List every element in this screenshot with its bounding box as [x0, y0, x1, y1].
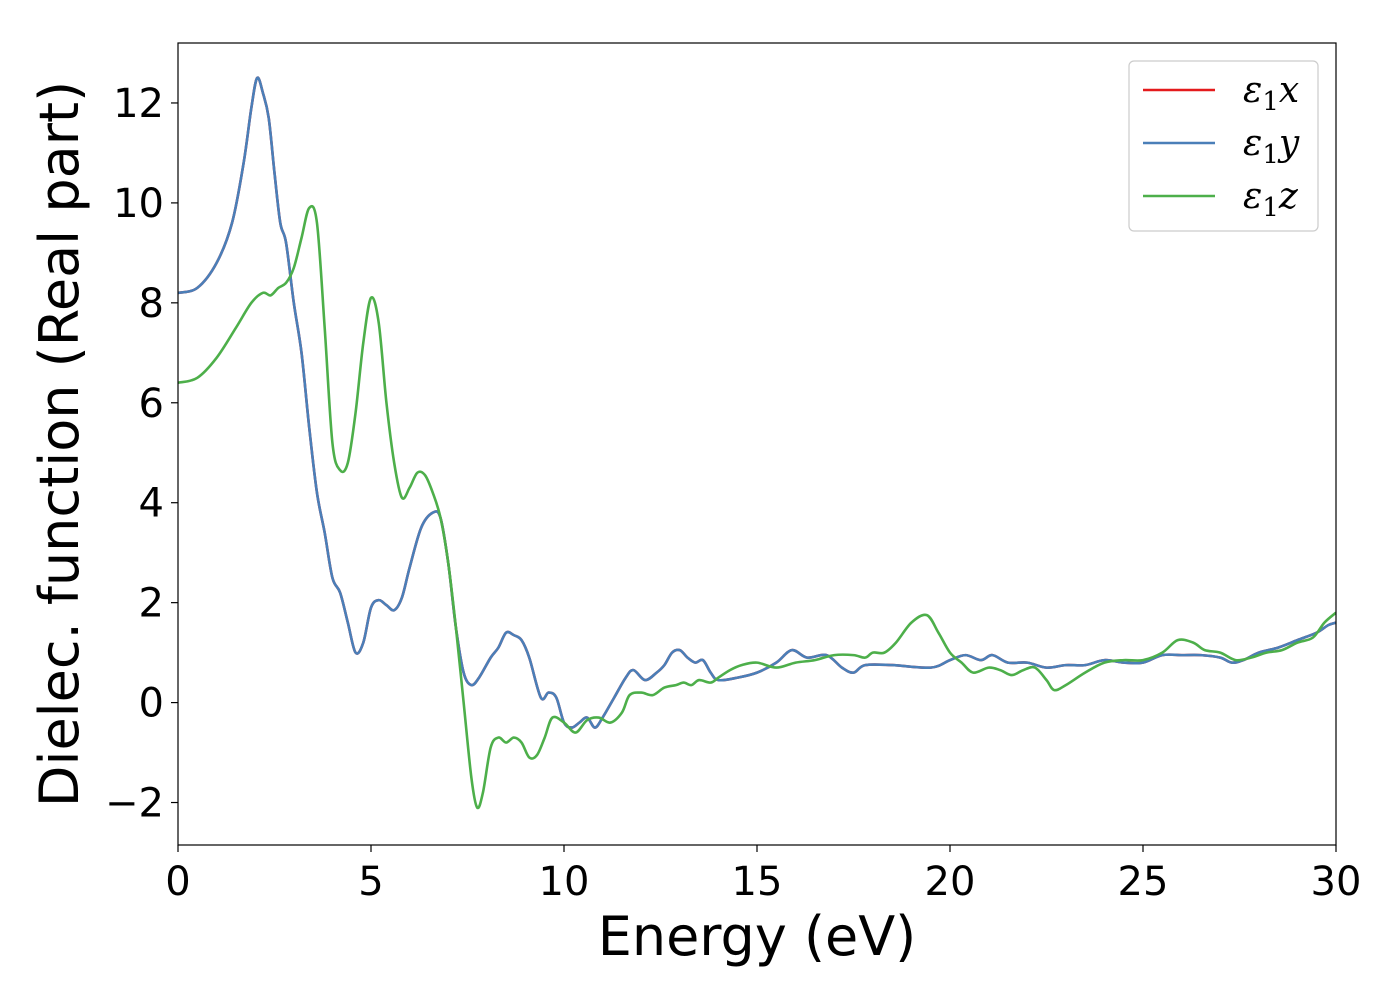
- y-tick-label: 8: [139, 281, 164, 327]
- y-axis-ticks: −2 0 2 4 6 8 10 12: [105, 81, 178, 827]
- y-tick-label: −2: [105, 781, 164, 827]
- x-tick-label: 15: [732, 859, 783, 905]
- x-tick-label: 10: [539, 859, 590, 905]
- legend-label-y: ε1y: [1243, 123, 1300, 170]
- y-tick-label: 6: [139, 381, 164, 427]
- x-axis-label: Energy (eV): [598, 905, 917, 968]
- series-line-z: [178, 204, 1336, 810]
- legend-frame: [1128, 60, 1319, 232]
- y-tick-label: 0: [139, 681, 164, 727]
- x-tick-label: 20: [925, 859, 976, 905]
- x-axis-ticks: 0 5 10 15 20 25 30: [165, 845, 1361, 905]
- x-tick-label: 25: [1118, 859, 1169, 905]
- y-tick-label: 10: [113, 181, 164, 227]
- x-tick-label: 30: [1311, 859, 1362, 905]
- legend-label-x: ε1x: [1243, 70, 1299, 117]
- y-tick-label: 2: [139, 581, 164, 627]
- y-tick-label: 4: [139, 481, 164, 527]
- x-tick-label: 5: [358, 859, 383, 905]
- series-line-y: [178, 76, 1336, 729]
- legend-label-z: ε1z: [1243, 176, 1299, 223]
- y-axis-label: Dielec. function (Real part): [28, 81, 91, 807]
- legend: ε1x ε1y ε1z: [1128, 60, 1319, 232]
- plot-lines: [178, 76, 1336, 810]
- y-tick-label: 12: [113, 81, 164, 127]
- x-tick-label: 0: [165, 859, 190, 905]
